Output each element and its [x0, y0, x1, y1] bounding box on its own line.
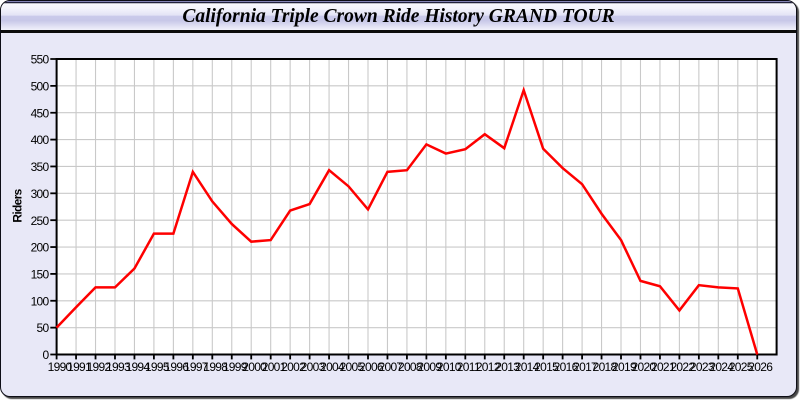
- svg-text:100: 100: [31, 294, 50, 308]
- svg-text:400: 400: [31, 133, 50, 147]
- svg-text:300: 300: [31, 187, 50, 201]
- svg-text:2017: 2017: [573, 360, 598, 374]
- svg-text:2007: 2007: [379, 360, 404, 374]
- svg-text:2012: 2012: [476, 360, 501, 374]
- svg-text:2013: 2013: [495, 360, 520, 374]
- svg-text:2000: 2000: [242, 360, 267, 374]
- svg-text:2009: 2009: [417, 360, 442, 374]
- svg-text:1997: 1997: [184, 360, 209, 374]
- svg-text:2015: 2015: [534, 360, 559, 374]
- svg-text:550: 550: [31, 53, 50, 67]
- svg-text:2025: 2025: [729, 360, 754, 374]
- svg-text:2010: 2010: [437, 360, 462, 374]
- svg-text:2001: 2001: [262, 360, 287, 374]
- svg-text:2026: 2026: [748, 360, 773, 374]
- svg-text:1998: 1998: [203, 360, 228, 374]
- svg-text:1991: 1991: [67, 360, 92, 374]
- svg-text:2020: 2020: [632, 360, 657, 374]
- svg-text:2003: 2003: [301, 360, 326, 374]
- svg-text:2002: 2002: [281, 360, 306, 374]
- svg-text:50: 50: [37, 321, 50, 335]
- svg-text:2011: 2011: [457, 360, 481, 374]
- svg-text:2014: 2014: [515, 360, 540, 374]
- svg-text:1990: 1990: [48, 360, 73, 374]
- svg-text:1993: 1993: [106, 360, 131, 374]
- svg-text:450: 450: [31, 106, 50, 120]
- svg-text:1999: 1999: [223, 360, 248, 374]
- svg-text:2023: 2023: [690, 360, 715, 374]
- svg-text:1996: 1996: [164, 360, 189, 374]
- svg-text:2022: 2022: [670, 360, 695, 374]
- svg-text:350: 350: [31, 160, 50, 174]
- svg-text:1992: 1992: [87, 360, 112, 374]
- svg-text:200: 200: [31, 241, 50, 255]
- svg-text:2008: 2008: [398, 360, 423, 374]
- svg-text:1995: 1995: [145, 360, 170, 374]
- svg-text:500: 500: [31, 79, 50, 93]
- svg-text:2004: 2004: [320, 360, 345, 374]
- svg-text:250: 250: [31, 214, 50, 228]
- svg-text:150: 150: [31, 268, 50, 282]
- svg-text:2021: 2021: [651, 360, 676, 374]
- svg-text:2005: 2005: [340, 360, 365, 374]
- svg-text:2019: 2019: [612, 360, 637, 374]
- svg-text:0: 0: [43, 348, 50, 362]
- svg-text:2024: 2024: [709, 360, 734, 374]
- svg-text:1994: 1994: [125, 360, 150, 374]
- svg-text:Riders: Riders: [11, 188, 25, 222]
- svg-text:2006: 2006: [359, 360, 384, 374]
- svg-text:2016: 2016: [554, 360, 579, 374]
- svg-text:2018: 2018: [593, 360, 618, 374]
